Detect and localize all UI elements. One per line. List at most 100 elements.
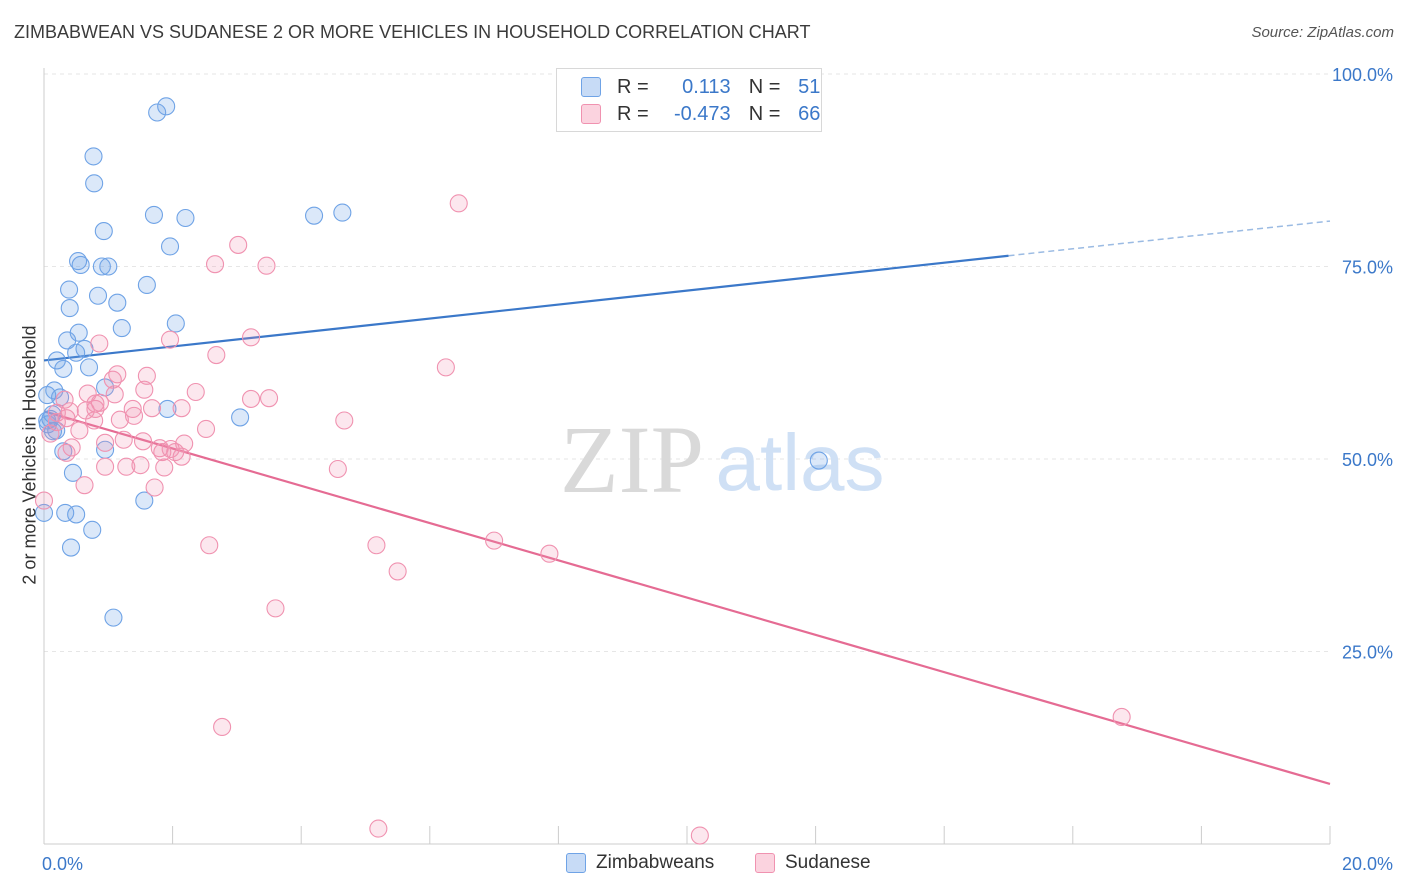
- point-sudanese: [207, 345, 226, 365]
- legend-row-sudanese: R = -0.473 N = 66: [581, 102, 820, 126]
- point-zimbabwean: [144, 205, 164, 224]
- point-zimbabwean: [231, 408, 250, 427]
- point-sudanese: [137, 366, 156, 385]
- point-sudanese: [436, 358, 455, 377]
- point-sudanese: [86, 394, 105, 413]
- legend-swatch-blue: [566, 853, 586, 873]
- trend-lines: [43, 220, 1331, 785]
- point-sudanese: [172, 447, 191, 466]
- legend-label-sudanese: Sudanese: [785, 852, 871, 873]
- point-sudanese: [241, 389, 261, 408]
- point-sudanese: [186, 382, 205, 402]
- point-zimbabwean: [333, 203, 352, 222]
- point-zimbabwean: [135, 491, 154, 510]
- point-zimbabwean: [84, 147, 103, 166]
- point-sudanese: [205, 255, 225, 274]
- point-sudanese: [75, 476, 94, 495]
- legend-swatch-blue: [581, 77, 601, 97]
- point-sudanese: [367, 536, 386, 555]
- trend-line-zimbabweans-extension: [1008, 220, 1331, 257]
- y-tick-label: 100.0%: [1332, 65, 1393, 85]
- point-sudanese: [103, 370, 122, 389]
- point-zimbabwean: [137, 275, 156, 295]
- y-tick-label: 25.0%: [1342, 643, 1393, 663]
- point-zimbabwean: [67, 505, 86, 524]
- stats-legend: R = 0.113 N = 51 R = -0.473 N = 66: [556, 68, 822, 132]
- legend-swatch-pink: [755, 853, 775, 873]
- point-sudanese: [57, 409, 76, 428]
- point-sudanese: [85, 411, 104, 430]
- point-sudanese: [369, 819, 388, 838]
- point-sudanese: [449, 194, 468, 213]
- r-label: R =: [617, 75, 649, 98]
- point-sudanese: [229, 235, 248, 254]
- point-zimbabwean: [60, 299, 79, 318]
- point-sudanese: [117, 457, 136, 476]
- point-sudanese: [57, 443, 76, 462]
- legend-label-zimbabweans: Zimbabweans: [596, 852, 715, 873]
- y-axis-title: 2 or more Vehicles in Household: [19, 325, 40, 585]
- point-zimbabwean: [94, 222, 113, 241]
- point-sudanese: [124, 406, 144, 425]
- point-zimbabwean: [157, 97, 176, 116]
- point-zimbabwean: [108, 293, 127, 312]
- legend-zimbabweans: Zimbabweans: [566, 852, 714, 874]
- point-zimbabwean: [60, 280, 79, 299]
- point-sudanese: [90, 334, 109, 353]
- trend-line-sudanese: [43, 410, 1331, 785]
- point-zimbabwean: [809, 451, 828, 470]
- point-sudanese: [86, 399, 105, 419]
- point-sudanese: [145, 478, 164, 497]
- n-value: 51: [798, 75, 821, 98]
- point-zimbabwean: [54, 359, 73, 378]
- point-sudanese: [47, 403, 66, 422]
- tick-labels: 25.0% 50.0% 75.0% 100.0% 0.0% 20.0%: [42, 65, 1393, 874]
- point-sudanese: [114, 430, 133, 449]
- watermark-zip: ZIP: [560, 406, 704, 513]
- r-value: -0.473: [673, 102, 731, 125]
- point-sudanese: [123, 399, 142, 419]
- point-zimbabwean: [88, 286, 108, 305]
- point-zimbabwean: [158, 399, 177, 419]
- point-sudanese: [259, 389, 279, 408]
- point-sudanese: [47, 412, 66, 432]
- source-label: Source: ZipAtlas.com: [1251, 24, 1394, 41]
- point-sudanese: [172, 399, 191, 418]
- legend-sudanese: Sudanese: [755, 852, 871, 874]
- point-sudanese: [96, 433, 115, 452]
- n-value: 66: [798, 102, 821, 125]
- point-sudanese: [335, 411, 354, 430]
- point-zimbabwean: [305, 206, 324, 225]
- r-label: R =: [617, 102, 649, 125]
- point-zimbabwean: [148, 103, 167, 122]
- point-sudanese: [166, 443, 185, 462]
- point-zimbabwean: [104, 608, 123, 627]
- point-zimbabwean: [58, 331, 77, 350]
- point-sudanese: [257, 256, 276, 275]
- point-sudanese: [133, 432, 153, 451]
- point-sudanese: [153, 443, 172, 462]
- trend-line-zimbabweans: [43, 254, 1009, 362]
- point-sudanese: [142, 399, 162, 418]
- point-zimbabwean: [99, 257, 118, 276]
- gridlines: [44, 73, 1330, 652]
- point-sudanese: [388, 562, 407, 581]
- point-zimbabwean: [85, 174, 104, 193]
- x-tick-label: 20.0%: [1342, 854, 1393, 874]
- point-sudanese: [160, 330, 180, 349]
- n-label: N =: [748, 102, 781, 125]
- x-tick-label: 0.0%: [42, 854, 83, 874]
- point-zimbabwean: [83, 520, 102, 539]
- n-label: N =: [748, 75, 781, 98]
- chart-title: ZIMBABWEAN VS SUDANESE 2 OR MORE VEHICLE…: [14, 22, 811, 42]
- point-sudanese: [62, 438, 81, 457]
- r-value: 0.113: [682, 75, 731, 98]
- point-sudanese: [70, 421, 89, 440]
- point-zimbabwean: [71, 255, 90, 275]
- point-zimbabwean: [92, 257, 111, 276]
- point-zimbabwean: [63, 463, 82, 482]
- point-zimbabwean: [61, 538, 81, 557]
- point-sudanese: [96, 457, 115, 476]
- point-sudanese: [690, 826, 709, 845]
